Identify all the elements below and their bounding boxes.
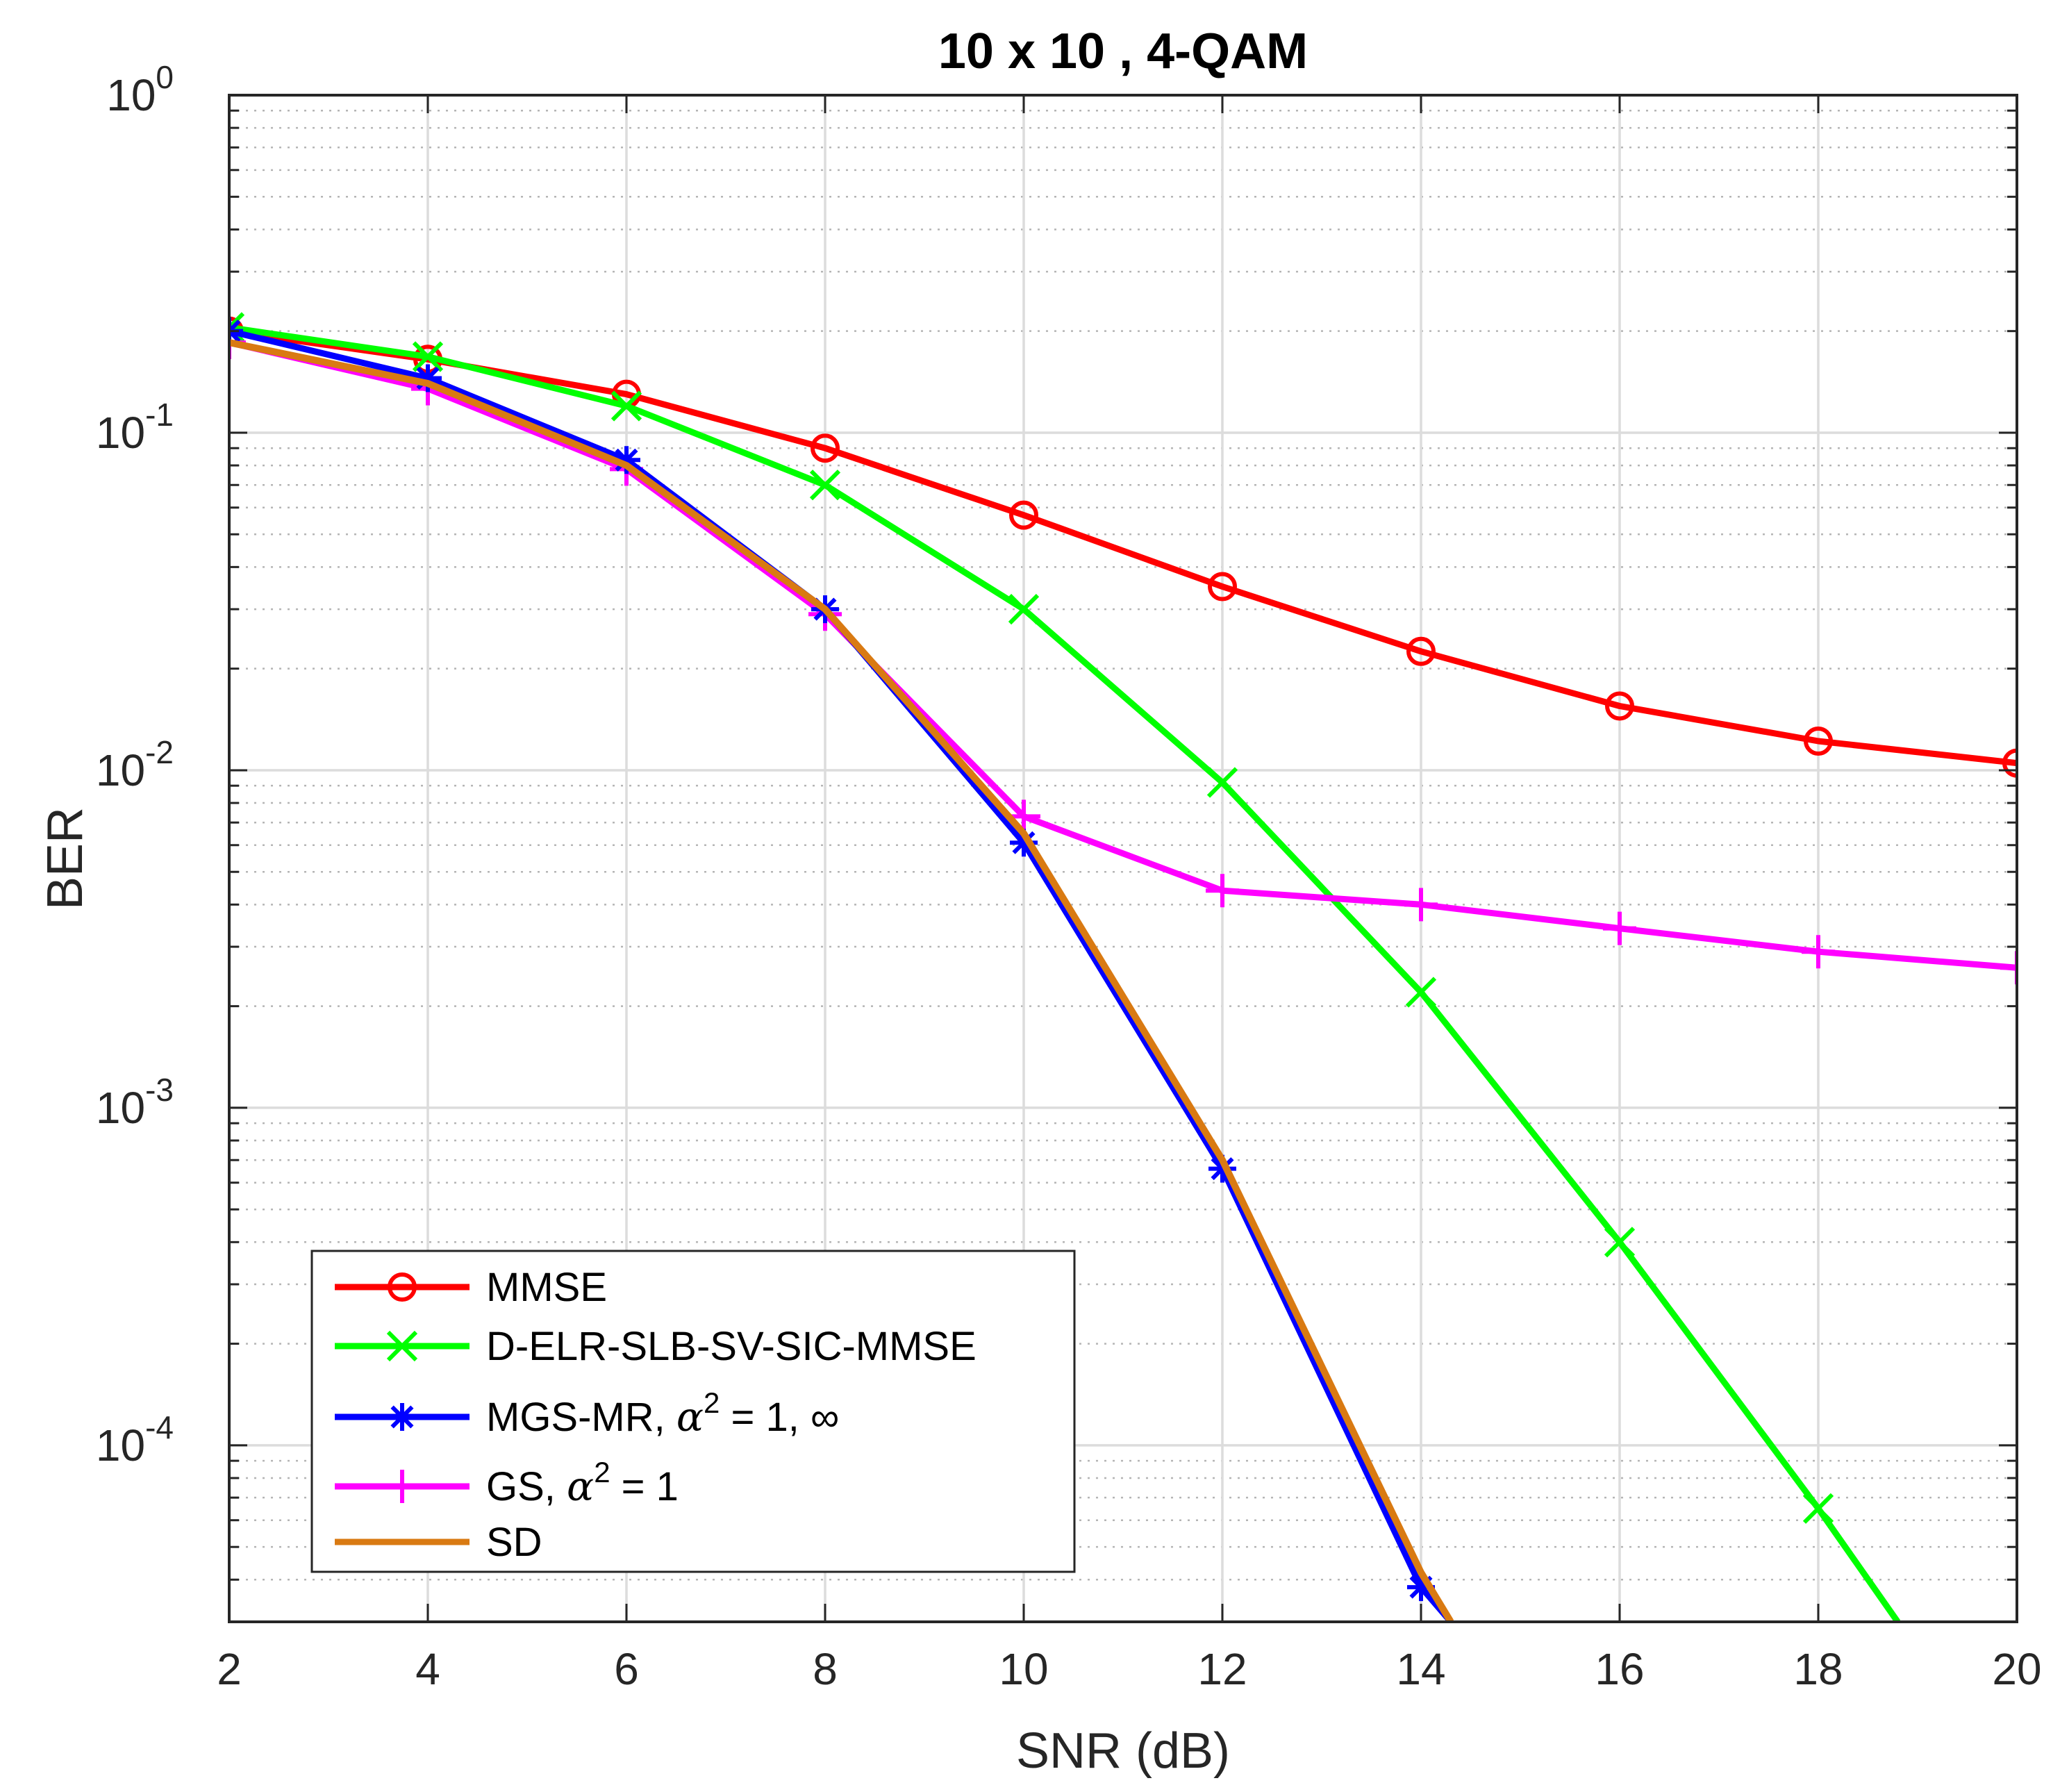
data-point-gs bbox=[1603, 911, 1636, 945]
data-point-d-elr-slb-sv-sic-mmse bbox=[1405, 977, 1437, 1008]
y-tick-labels: 100 10-1 10-2 10-3 10-4 bbox=[96, 59, 174, 1470]
data-point-d-elr-slb-sv-sic-mmse bbox=[229, 312, 245, 343]
x-tick-label: 20 bbox=[1992, 1644, 2041, 1694]
data-point-mgs-mr bbox=[1208, 1154, 1236, 1183]
x-tick-label: 16 bbox=[1595, 1644, 1644, 1694]
data-point-d-elr-slb-sv-sic-mmse bbox=[809, 470, 841, 501]
data-point-gs bbox=[2000, 951, 2017, 985]
data-point-mgs-mr bbox=[613, 446, 640, 474]
data-point-mgs-mr bbox=[1010, 829, 1038, 857]
legend-marker-mmse bbox=[388, 1272, 417, 1302]
legend-label-mgs-mr: MGS-MR, α2 = 1, ∞ bbox=[486, 1386, 839, 1441]
x-tick-label: 14 bbox=[1396, 1644, 1445, 1694]
chart-title: 10 x 10 , 4-QAM bbox=[938, 24, 1308, 79]
data-point-mmse bbox=[1804, 726, 1833, 756]
y-tick-label: 10-4 bbox=[96, 1409, 174, 1470]
data-point-d-elr-slb-sv-sic-mmse bbox=[1604, 1227, 1636, 1258]
y-tick-label: 100 bbox=[106, 59, 174, 120]
legend: MMSE D-ELR-SLB-SV-SIC-MMSE MGS-MR, α2 = … bbox=[310, 1250, 1076, 1573]
x-axis-label: SNR (dB) bbox=[1016, 1723, 1230, 1779]
data-point-mmse bbox=[2002, 748, 2017, 778]
series-line-sd bbox=[229, 339, 1454, 1622]
legend-marker-mgs-mr bbox=[388, 1403, 416, 1431]
data-point-mmse bbox=[1009, 500, 1038, 530]
legend-mgs-mr-suffix: = 1, ∞ bbox=[720, 1395, 839, 1440]
y-axis-label: BER bbox=[38, 807, 93, 910]
data-point-mmse bbox=[1208, 572, 1237, 602]
x-tick-label: 18 bbox=[1793, 1644, 1843, 1694]
x-tick-label: 6 bbox=[614, 1644, 639, 1694]
data-point-d-elr-slb-sv-sic-mmse bbox=[1206, 767, 1238, 798]
legend-label-d-elr: D-ELR-SLB-SV-SIC-MMSE bbox=[486, 1324, 977, 1369]
series-layer bbox=[229, 312, 2017, 1622]
data-point-mmse bbox=[1406, 636, 1436, 666]
legend-gs-suffix: = 1 bbox=[610, 1464, 679, 1509]
legend-label-mmse: MMSE bbox=[486, 1265, 607, 1310]
legend-marker-gs bbox=[385, 1470, 419, 1503]
data-point-gs bbox=[1802, 935, 1835, 969]
x-tick-label: 8 bbox=[813, 1644, 838, 1694]
series-line-d-elr-slb-sv-sic-mmse bbox=[229, 324, 1901, 1622]
legend-samples bbox=[335, 1272, 470, 1545]
y-tick-label: 10-1 bbox=[96, 397, 174, 458]
legend-gs-name: GS, bbox=[486, 1464, 567, 1509]
data-point-d-elr-slb-sv-sic-mmse bbox=[1802, 1493, 1834, 1524]
x-tick-label: 2 bbox=[217, 1644, 242, 1694]
data-point-gs bbox=[1206, 874, 1239, 908]
data-point-mmse bbox=[811, 433, 840, 463]
series-line-gs bbox=[229, 339, 2017, 971]
legend-gs-alpha: α bbox=[567, 1463, 594, 1510]
x-tick-labels: 2 4 6 8 10 12 14 16 18 20 bbox=[217, 1644, 2041, 1694]
legend-label-gs: GS, α2 = 1 bbox=[486, 1456, 679, 1510]
series-d-elr-slb-sv-sic-mmse bbox=[229, 312, 1901, 1622]
data-point-d-elr-slb-sv-sic-mmse bbox=[1008, 593, 1040, 625]
y-tick-label: 10-2 bbox=[96, 734, 174, 795]
legend-label-sd: SD bbox=[486, 1520, 542, 1565]
series-line-mmse bbox=[229, 328, 2017, 767]
x-tick-label: 10 bbox=[999, 1644, 1048, 1694]
series-sd bbox=[229, 339, 1454, 1622]
legend-gs-sup: 2 bbox=[594, 1456, 610, 1488]
x-tick-label: 12 bbox=[1197, 1644, 1247, 1694]
plot-frame bbox=[228, 94, 2018, 1623]
data-point-gs bbox=[1404, 888, 1438, 922]
legend-marker-d-elr-slb-sv-sic-mmse bbox=[386, 1330, 418, 1362]
data-point-mgs-mr bbox=[414, 364, 442, 392]
data-point-mgs-mr bbox=[1407, 1573, 1435, 1602]
legend-mgs-mr-name: MGS-MR, bbox=[486, 1395, 676, 1440]
x-tick-label: 4 bbox=[415, 1644, 440, 1694]
axis-ticks bbox=[228, 94, 2018, 1623]
y-tick-label: 10-3 bbox=[96, 1072, 174, 1133]
legend-mgs-mr-alpha: α bbox=[676, 1393, 704, 1441]
data-point-d-elr-slb-sv-sic-mmse bbox=[412, 341, 444, 372]
legend-mgs-mr-sup: 2 bbox=[704, 1386, 720, 1419]
data-point-d-elr-slb-sv-sic-mmse bbox=[610, 390, 642, 422]
legend-box bbox=[310, 1250, 1076, 1573]
data-point-mmse bbox=[1605, 691, 1634, 721]
